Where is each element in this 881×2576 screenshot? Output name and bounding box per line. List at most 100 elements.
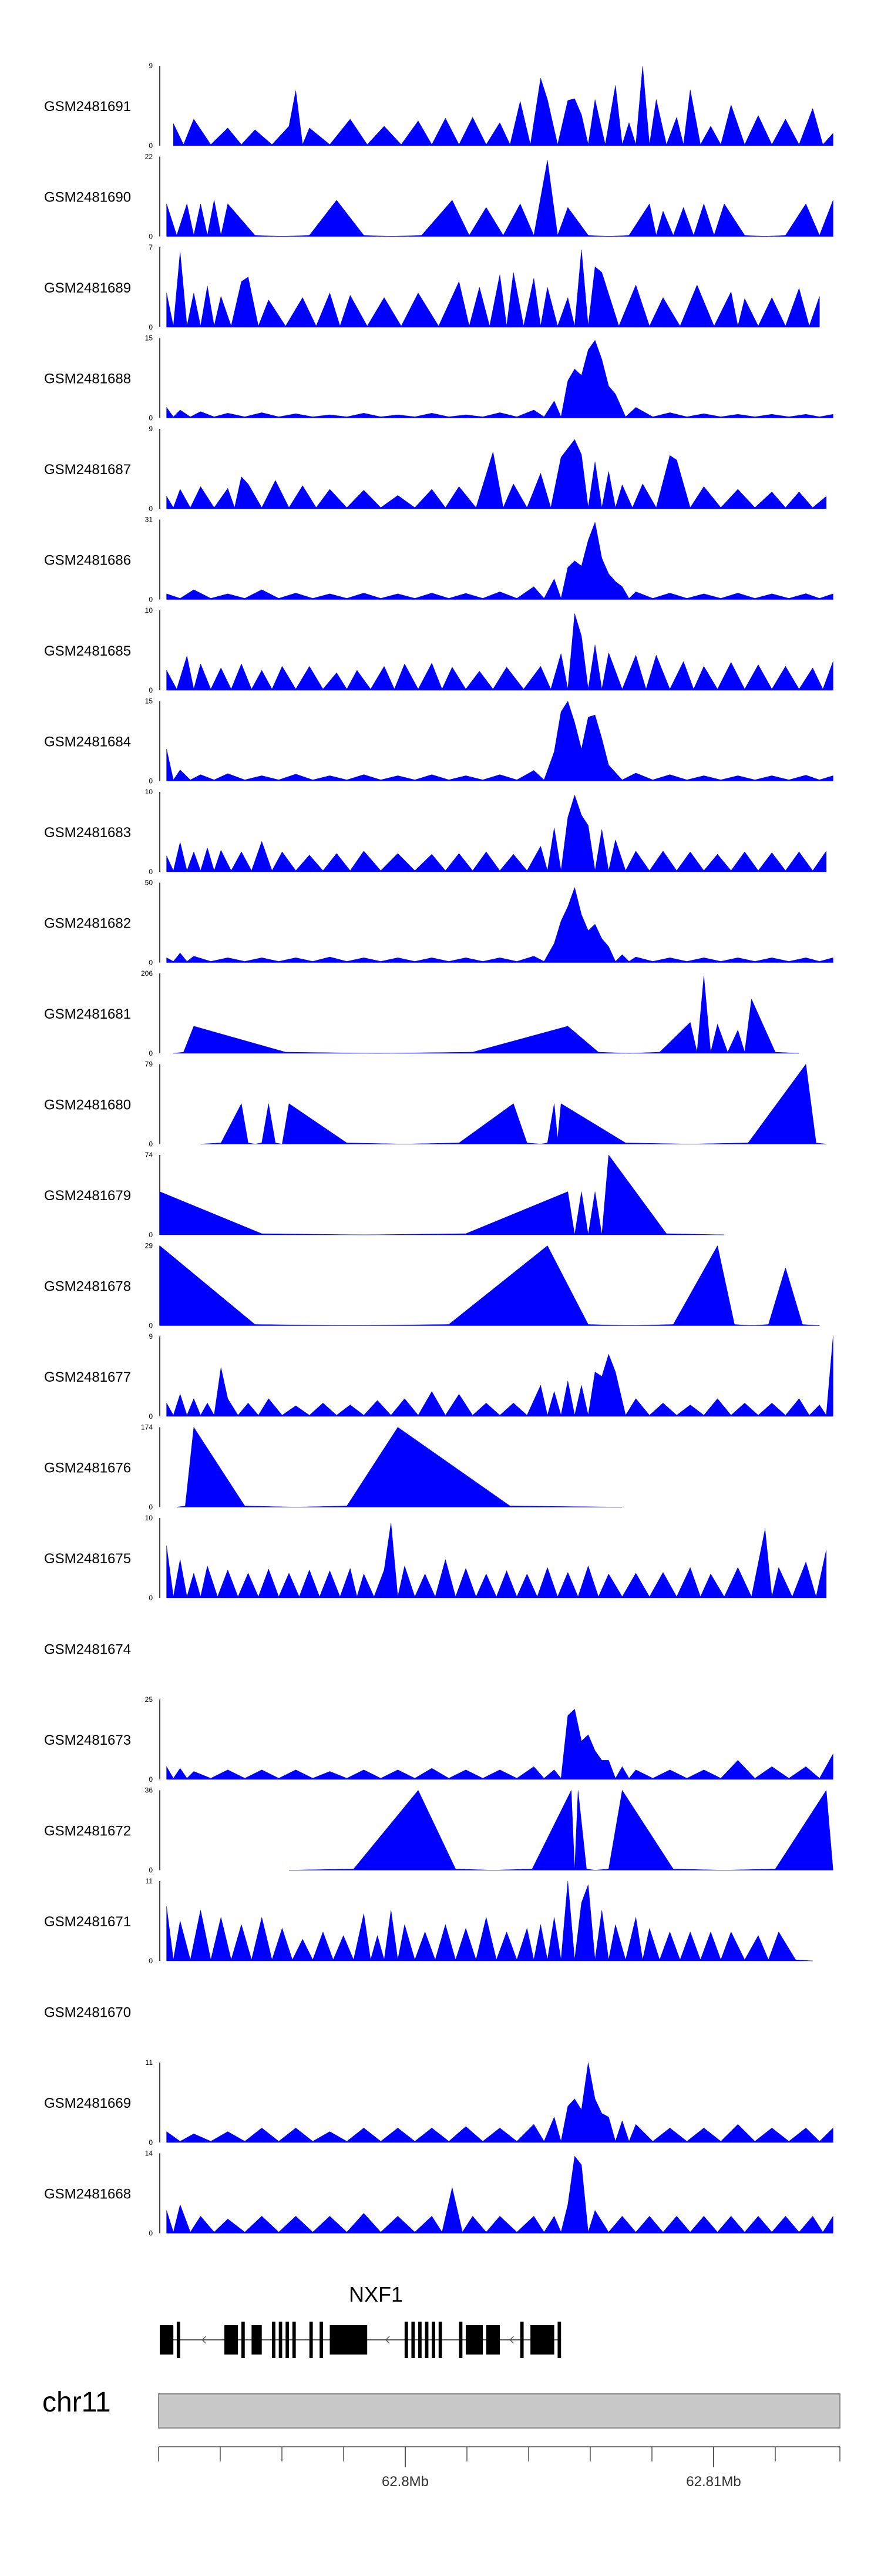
exon (557, 2322, 561, 2358)
exon (418, 2322, 422, 2358)
y-max-label: 22 (145, 153, 153, 161)
y-min-label: 0 (149, 2229, 153, 2238)
gene-label: NXF1 (349, 2282, 403, 2306)
coverage-area (166, 700, 833, 781)
exon (160, 2325, 174, 2355)
track-label: GSM2481690 (44, 190, 131, 206)
coverage-area (166, 2062, 833, 2143)
y-min-label: 0 (149, 777, 153, 785)
track-label: GSM2481677 (44, 1369, 131, 1385)
track-GSM2481686: GSM2481686 31 0 (44, 516, 833, 604)
exon (309, 2322, 313, 2358)
track-GSM2481681: GSM2481681 206 0 (44, 969, 799, 1057)
y-max-label: 15 (145, 334, 153, 342)
y-min-label: 0 (149, 142, 153, 150)
y-min-label: 0 (149, 1594, 153, 1602)
track-GSM2481669: GSM2481669 11 0 (44, 2058, 833, 2147)
track-label: GSM2481675 (44, 1551, 131, 1567)
exon (241, 2322, 245, 2358)
track-label: GSM2481686 (44, 553, 131, 569)
y-min-label: 0 (149, 868, 153, 876)
y-max-label: 74 (145, 1151, 153, 1159)
y-min-label: 0 (149, 505, 153, 513)
y-min-label: 0 (149, 686, 153, 694)
exon (251, 2325, 262, 2355)
coverage-area (166, 2155, 833, 2234)
track-GSM2481670: GSM2481670 (44, 2005, 131, 2021)
exon (320, 2322, 323, 2358)
track-GSM2481678: GSM2481678 29 0 (44, 1242, 820, 1330)
y-max-label: 31 (145, 516, 153, 524)
coverage-area (166, 613, 833, 691)
y-min-label: 0 (149, 1503, 153, 1512)
track-GSM2481684: GSM2481684 15 0 (44, 697, 833, 785)
track-label: GSM2481687 (44, 462, 131, 478)
track-label: GSM2481683 (44, 825, 131, 841)
y-max-label: 14 (145, 2150, 153, 2158)
y-max-label: 9 (149, 1332, 153, 1341)
track-label: GSM2481681 (44, 1006, 131, 1022)
exon (530, 2325, 554, 2355)
y-max-label: 36 (145, 1786, 153, 1795)
y-min-label: 0 (149, 323, 153, 331)
genome-axis: 62.8Mb 62.81Mb (158, 2446, 840, 2490)
coverage-area (166, 1880, 813, 1962)
exon (278, 2322, 283, 2358)
track-GSM2481668: GSM2481668 14 0 (44, 2150, 833, 2238)
track-label: GSM2481676 (44, 1460, 131, 1476)
y-max-label: 10 (145, 606, 153, 614)
coverage-area (159, 1245, 820, 1326)
y-max-label: 7 (149, 243, 153, 251)
coverage-area (166, 249, 820, 328)
y-max-label: 174 (141, 1423, 153, 1432)
track-label: GSM2481674 (44, 1642, 131, 1658)
track-GSM2481690: GSM2481690 22 0 (44, 153, 833, 241)
exon (466, 2325, 483, 2355)
exon (329, 2325, 368, 2355)
y-min-label: 0 (149, 1957, 153, 1965)
coverage-area (166, 1708, 833, 1780)
exon (425, 2322, 429, 2358)
coverage-area (159, 1154, 725, 1235)
track-GSM2481671: GSM2481671 11 0 (44, 1877, 813, 1965)
exon (486, 2325, 500, 2355)
strand-arrow (201, 2336, 206, 2344)
chromosome-label: chr11 (42, 2387, 111, 2418)
y-min-label: 0 (149, 1049, 153, 1057)
track-label: GSM2481671 (44, 1914, 131, 1930)
track-label: GSM2481689 (44, 280, 131, 296)
y-min-label: 0 (149, 2138, 153, 2147)
exon (411, 2322, 415, 2358)
coverage-area (166, 794, 827, 872)
y-max-label: 29 (145, 1242, 153, 1250)
track-GSM2481677: GSM2481677 9 0 (44, 1332, 833, 1420)
y-min-label: 0 (149, 1775, 153, 1784)
y-min-label: 0 (149, 1322, 153, 1330)
track-GSM2481685: GSM2481685 10 0 (44, 606, 833, 694)
exon (459, 2322, 463, 2358)
track-GSM2481674: GSM2481674 (44, 1642, 131, 1658)
y-min-label: 0 (149, 1412, 153, 1420)
track-GSM2481688: GSM2481688 15 0 (44, 334, 833, 422)
track-label: GSM2481680 (44, 1097, 131, 1113)
track-label: GSM2481668 (44, 2187, 131, 2202)
y-max-label: 206 (141, 969, 153, 978)
strand-arrow (385, 2336, 390, 2344)
coverage-area (166, 1523, 827, 1598)
coverage-area (288, 1789, 833, 1870)
y-max-label: 9 (149, 62, 153, 70)
exon (438, 2322, 442, 2358)
track-GSM2481689: GSM2481689 7 0 (44, 243, 820, 331)
exon (272, 2322, 275, 2358)
y-max-label: 79 (145, 1060, 153, 1069)
track-GSM2481679: GSM2481679 74 0 (44, 1151, 725, 1239)
y-min-label: 0 (149, 1866, 153, 1875)
coverage-area (166, 340, 833, 418)
coverage-area (166, 521, 833, 600)
chromosome-bar (158, 2393, 840, 2429)
coverage-area (166, 1336, 833, 1417)
y-max-label: 10 (145, 788, 153, 796)
exon (176, 2322, 180, 2358)
y-min-label: 0 (149, 414, 153, 422)
